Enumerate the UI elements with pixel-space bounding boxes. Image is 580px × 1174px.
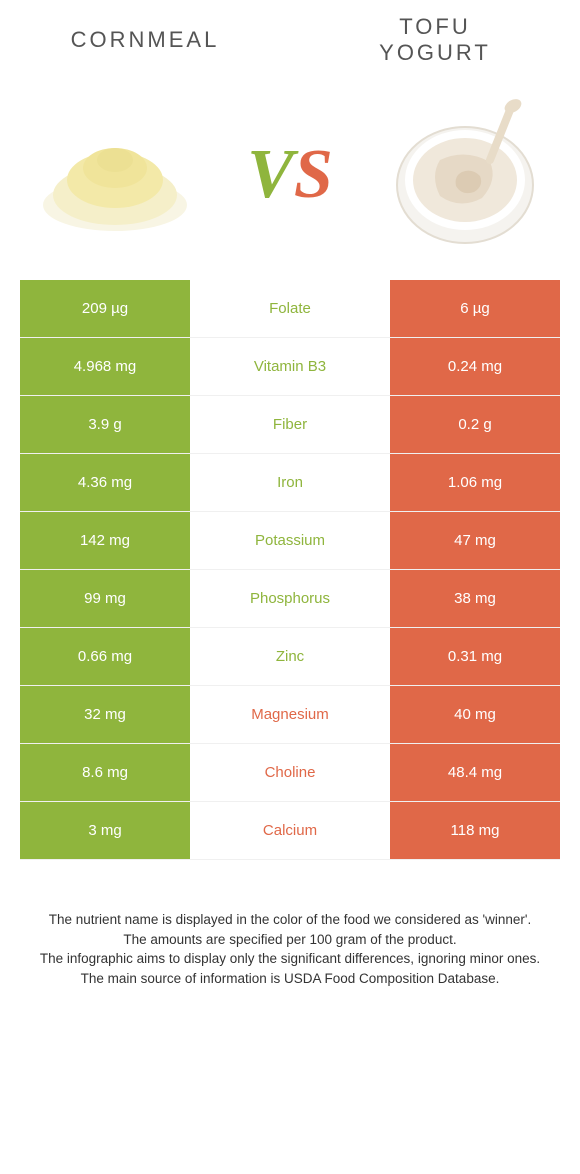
table-row: 209 µgFolate6 µg bbox=[20, 280, 560, 338]
value-left: 32 mg bbox=[20, 686, 190, 743]
title-right: TOFU YOGURT bbox=[290, 14, 580, 67]
value-right: 0.24 mg bbox=[390, 338, 560, 395]
table-row: 4.36 mgIron1.06 mg bbox=[20, 454, 560, 512]
value-left: 3.9 g bbox=[20, 396, 190, 453]
value-left: 142 mg bbox=[20, 512, 190, 569]
nutrient-label: Magnesium bbox=[190, 686, 390, 743]
table-row: 142 mgPotassium47 mg bbox=[20, 512, 560, 570]
value-right: 0.2 g bbox=[390, 396, 560, 453]
value-left: 4.968 mg bbox=[20, 338, 190, 395]
value-right: 47 mg bbox=[390, 512, 560, 569]
nutrient-label: Choline bbox=[190, 744, 390, 801]
cornmeal-icon bbox=[30, 100, 200, 250]
table-row: 3 mgCalcium118 mg bbox=[20, 802, 560, 860]
value-right: 118 mg bbox=[390, 802, 560, 859]
value-left: 3 mg bbox=[20, 802, 190, 859]
header: CORNMEAL TOFU YOGURT bbox=[0, 0, 580, 80]
vs-s: S bbox=[294, 136, 333, 213]
value-left: 4.36 mg bbox=[20, 454, 190, 511]
nutrient-label: Iron bbox=[190, 454, 390, 511]
table-row: 99 mgPhosphorus38 mg bbox=[20, 570, 560, 628]
nutrient-label: Folate bbox=[190, 280, 390, 337]
value-right: 48.4 mg bbox=[390, 744, 560, 801]
image-left bbox=[0, 100, 230, 250]
nutrient-label: Phosphorus bbox=[190, 570, 390, 627]
footer-line-3: The infographic aims to display only the… bbox=[30, 949, 550, 969]
value-right: 40 mg bbox=[390, 686, 560, 743]
vs-v: V bbox=[247, 136, 294, 213]
footer-line-4: The main source of information is USDA F… bbox=[30, 969, 550, 989]
title-left: CORNMEAL bbox=[0, 27, 290, 53]
value-right: 1.06 mg bbox=[390, 454, 560, 511]
nutrient-label: Vitamin B3 bbox=[190, 338, 390, 395]
table-row: 32 mgMagnesium40 mg bbox=[20, 686, 560, 744]
value-right: 6 µg bbox=[390, 280, 560, 337]
value-left: 0.66 mg bbox=[20, 628, 190, 685]
footer-line-2: The amounts are specified per 100 gram o… bbox=[30, 930, 550, 950]
nutrient-label: Fiber bbox=[190, 396, 390, 453]
table-row: 0.66 mgZinc0.31 mg bbox=[20, 628, 560, 686]
table-row: 4.968 mgVitamin B30.24 mg bbox=[20, 338, 560, 396]
value-left: 8.6 mg bbox=[20, 744, 190, 801]
table-row: 3.9 gFiber0.2 g bbox=[20, 396, 560, 454]
footer-notes: The nutrient name is displayed in the co… bbox=[30, 910, 550, 988]
nutrient-label: Calcium bbox=[190, 802, 390, 859]
value-right: 38 mg bbox=[390, 570, 560, 627]
table-row: 8.6 mgCholine48.4 mg bbox=[20, 744, 560, 802]
tofu-yogurt-icon bbox=[380, 90, 550, 260]
value-right: 0.31 mg bbox=[390, 628, 560, 685]
images-row: VS bbox=[0, 80, 580, 270]
nutrient-label: Potassium bbox=[190, 512, 390, 569]
vs-label: VS bbox=[230, 140, 350, 210]
footer-line-1: The nutrient name is displayed in the co… bbox=[30, 910, 550, 930]
value-left: 99 mg bbox=[20, 570, 190, 627]
value-left: 209 µg bbox=[20, 280, 190, 337]
nutrient-table: 209 µgFolate6 µg4.968 mgVitamin B30.24 m… bbox=[20, 280, 560, 860]
nutrient-label: Zinc bbox=[190, 628, 390, 685]
image-right bbox=[350, 90, 580, 260]
